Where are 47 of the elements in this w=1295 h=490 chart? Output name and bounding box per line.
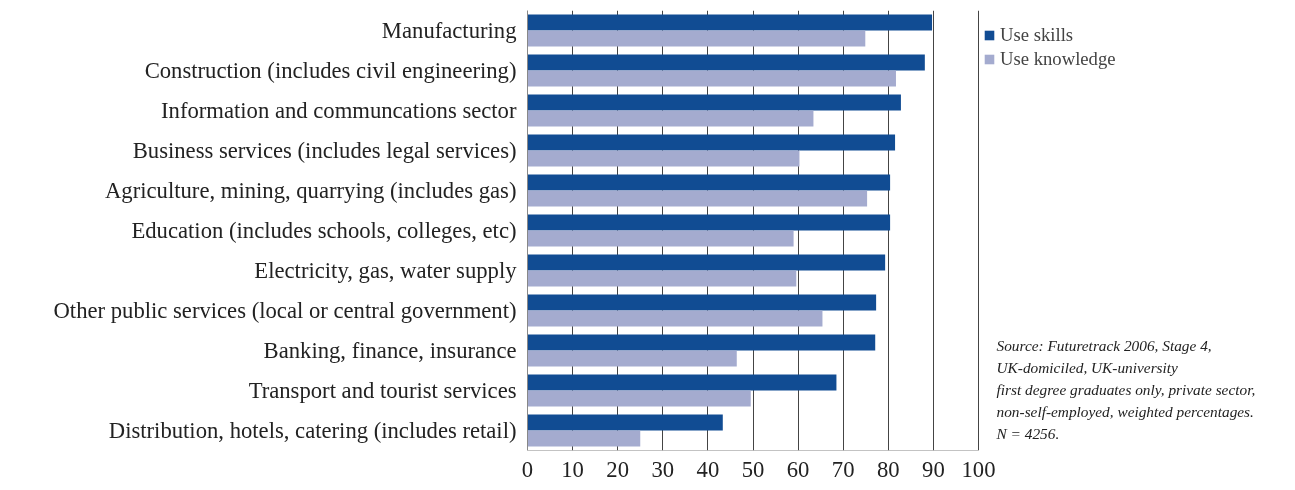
- x-tick-label: 50: [741, 456, 765, 482]
- y-tick-label: Banking, finance, insurance: [263, 338, 517, 363]
- source-note: Source: Futuretrack 2006, Stage 4, UK-domiciled, UK-university first degree graduates only, private sector, non-self-employed, weighted percentages. N = 4256.: [995, 337, 1256, 443]
- y-tick-label: Other public services (local or central government): [53, 298, 517, 323]
- y-tick-label: Transport and tourist services: [248, 378, 517, 403]
- bar: [527, 430, 641, 447]
- bar: [527, 14, 933, 31]
- y-tick-label: Education (includes schools, colleges, etc): [131, 218, 517, 243]
- y-tick-label: Construction (includes civil engineering): [144, 58, 517, 83]
- bar: [527, 310, 823, 327]
- bar: [527, 134, 896, 151]
- x-tick-label: 10: [561, 456, 584, 482]
- bar: [527, 150, 800, 167]
- legend-label: Use skills: [1000, 24, 1074, 46]
- x-tick-label: 90: [922, 456, 945, 482]
- bar: [527, 270, 797, 287]
- bar: [527, 350, 737, 367]
- bar: [527, 294, 877, 311]
- y-tick-label: Information and communcations sector: [161, 98, 517, 123]
- y-tick-label: Distribution, hotels, catering (includes retail): [108, 418, 517, 443]
- x-tick-label: 70: [831, 456, 855, 482]
- bar: [527, 54, 925, 71]
- y-tick-label: Electricity, gas, water supply: [254, 258, 518, 283]
- x-tick-label: 30: [651, 456, 675, 482]
- bar: [527, 30, 866, 47]
- bar: [527, 414, 723, 431]
- x-tick-label: 60: [786, 456, 810, 482]
- x-tick-label: 0: [521, 456, 534, 482]
- y-tick-label: Agriculture, mining, quarrying (includes gas): [105, 178, 517, 203]
- bar: [527, 214, 891, 231]
- bar: [527, 390, 751, 407]
- x-tick-label: 100: [961, 456, 996, 482]
- bar: [527, 94, 901, 111]
- legend-label: Use knowledge: [1000, 48, 1116, 70]
- bar: [527, 374, 837, 391]
- bar: [527, 334, 876, 351]
- x-tick-label: 80: [876, 456, 900, 482]
- y-tick-label: Manufacturing: [381, 18, 517, 43]
- x-tick-label: 20: [606, 456, 630, 482]
- bar: [527, 254, 886, 271]
- y-tick-label: Business services (includes legal services): [132, 138, 517, 163]
- bar: [527, 174, 891, 191]
- bar: [527, 110, 814, 127]
- x-tick-label: 40: [696, 456, 720, 482]
- bar: [527, 70, 896, 87]
- bar: [527, 230, 794, 247]
- bar: [527, 190, 868, 207]
